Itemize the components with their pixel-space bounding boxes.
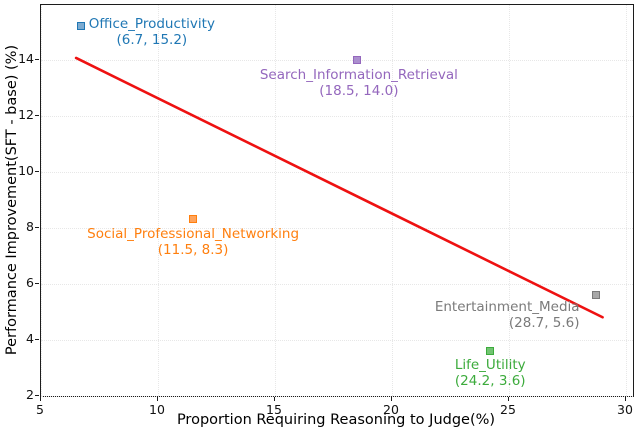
point-coordinates: (28.7, 5.6) [508,315,580,332]
x-tick-mark [507,397,509,401]
y-tick-label: 8 [26,218,34,234]
x-tick-mark [273,397,275,401]
y-tick-label: 6 [26,274,34,290]
grid-line-vertical [391,5,393,396]
y-tick-mark [35,395,39,396]
x-tick-mark [390,397,392,401]
grid-line-vertical [625,5,627,396]
x-tick-label: 5 [36,402,44,417]
x-tick-label: 15 [266,402,282,417]
point-label: Office_Productivity [88,16,215,33]
point-annotation: Life_Utility (24.2, 3.6) [455,357,526,389]
data-point-marker [352,55,361,64]
y-tick-label: 12 [18,106,34,122]
y-tick-mark [35,58,39,60]
y-tick-mark [35,226,39,228]
y-tick-mark [35,282,39,284]
y-tick-mark [35,338,39,340]
point-annotation: Office_Productivity (6.7, 15.2) [89,16,215,48]
trend-line [74,56,604,319]
y-tick-label: 2 [26,387,34,402]
point-annotation: Entertainment_Media (28.7, 5.6) [435,299,580,331]
point-label: Social_Professional_Networking [87,226,300,243]
x-axis-label: Proportion Requiring Reasoning to Judge(… [176,412,496,428]
grid-line-horizontal [41,59,633,61]
grid-line-horizontal [41,283,633,285]
grid-line-horizontal [41,171,633,173]
y-tick-label: 4 [26,330,34,346]
plot-area: Office_Productivity (6.7, 15.2) Search_Inf… [40,4,634,397]
point-coordinates: (24.2, 3.6) [454,373,526,390]
point-coordinates: (11.5, 8.3) [157,242,229,259]
trend-line-layer [74,56,604,319]
x-tick-mark [624,397,626,401]
grid-line-vertical [157,5,159,396]
y-tick-label: 14 [18,50,34,66]
data-point-marker [189,215,198,224]
x-tick-label: 10 [149,402,165,417]
point-label: Life_Utility [454,357,526,374]
y-tick-mark [35,114,39,116]
point-coordinates: (6.7, 15.2) [116,32,188,49]
point-coordinates: (18.5, 14.0) [319,82,399,99]
grid-line-horizontal [41,115,633,117]
data-point-marker [486,347,495,356]
grid-line-horizontal [41,396,633,397]
y-axis-label: Performance Improvement(SFT - base) (%) [4,44,20,356]
x-tick-label: 20 [383,402,399,417]
point-annotation: Search_Information_Retrieval (18.5, 14.0) [260,67,458,99]
grid-line-vertical [508,5,510,396]
y-tick-label: 10 [18,162,34,178]
grid-line-horizontal [41,339,633,341]
x-tick-label: 30 [617,402,633,417]
x-tick-mark [40,397,41,401]
x-tick-label: 25 [500,402,516,417]
point-label: Search_Information_Retrieval [259,66,458,83]
point-label: Entertainment_Media [434,299,580,316]
y-tick-mark [35,170,39,172]
grid-line-vertical [41,5,42,396]
x-tick-mark [156,397,158,401]
grid-line-horizontal [41,227,633,229]
data-point-marker [591,291,600,300]
data-point-marker [76,22,85,31]
grid-line-vertical [274,5,276,396]
point-annotation: Social_Professional_Networking (11.5, 8.3… [87,226,299,258]
